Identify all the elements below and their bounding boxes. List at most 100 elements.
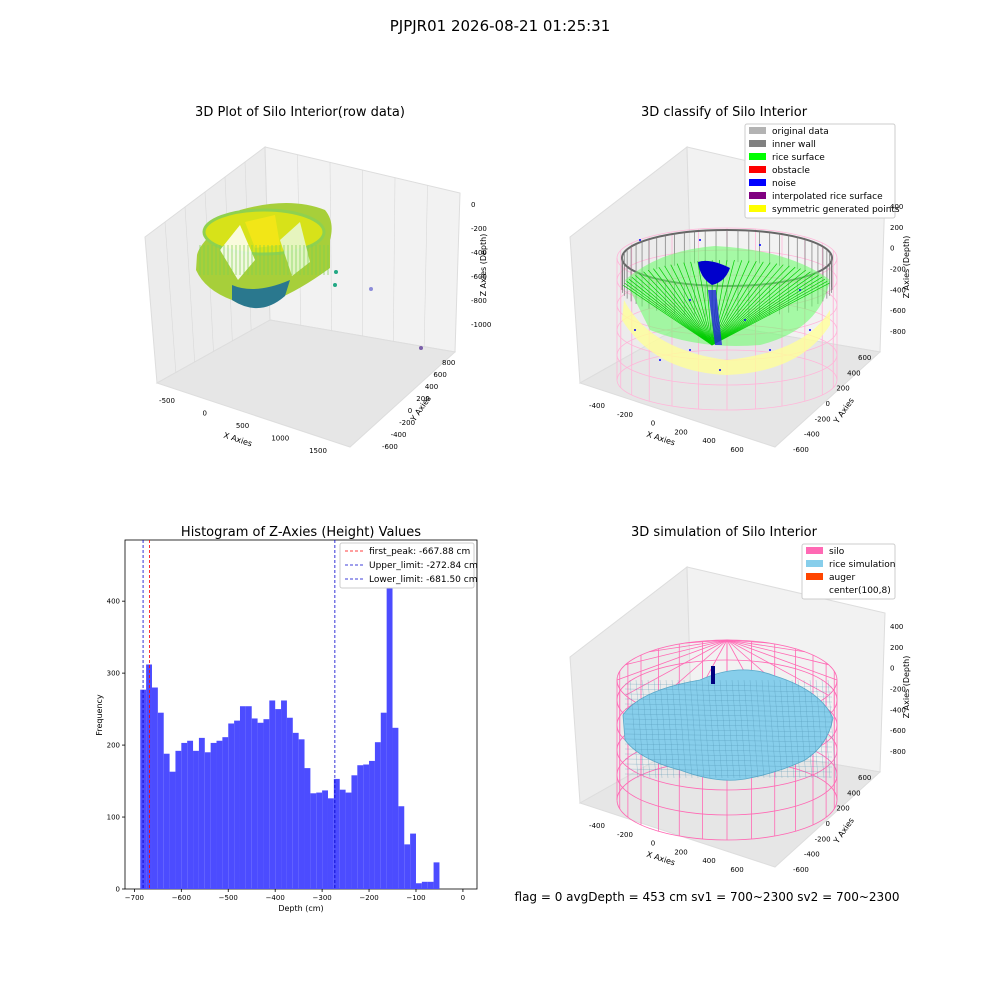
histogram-bar: [398, 806, 405, 889]
sim-legend-label: silo: [829, 547, 845, 557]
histogram-title: Histogram of Z-Axies (Height) Values: [181, 525, 421, 540]
histogram-x-tick: −500: [219, 894, 238, 902]
histogram-bar: [210, 742, 217, 889]
histogram-legend-label: Lower_limit: -681.50 cm: [369, 575, 477, 585]
histogram-bar: [257, 722, 264, 889]
raw-y-tick: 600: [433, 371, 446, 379]
histogram-bar: [345, 792, 352, 889]
raw-y-tick: 400: [425, 383, 438, 391]
cls-y-tick: -200: [815, 415, 831, 423]
panel-simulation: 3D simulation of Silo Interior silo rice …: [569, 525, 911, 874]
histogram-bar: [357, 765, 364, 889]
cls-y-tick: -600: [793, 446, 809, 454]
classify-legend-swatch: [749, 153, 766, 160]
raw-y-tick: 0: [408, 407, 412, 415]
histogram-bar: [427, 881, 434, 889]
sim-z-tick: -800: [890, 748, 906, 756]
histogram-bar: [304, 768, 311, 889]
sim-z-label: Z Axies (Depth): [902, 656, 911, 719]
histogram-x-tick: −600: [172, 894, 191, 902]
histogram-x-tick: 0: [461, 894, 465, 902]
histogram-bar: [392, 727, 399, 889]
histogram-bar: [216, 740, 223, 889]
histogram-bar: [322, 790, 328, 889]
sim-legend-label: auger: [829, 573, 855, 583]
panel-histogram: Histogram of Z-Axies (Height) Values −70…: [95, 525, 478, 913]
histogram-x-tick: −700: [125, 894, 144, 902]
raw-z-tick: -1000: [471, 321, 491, 329]
histogram-x-tick: −200: [359, 894, 378, 902]
histogram-bar: [386, 550, 393, 889]
raw-x-tick: 1500: [309, 447, 327, 455]
sim-x-tick: 400: [702, 857, 715, 865]
figure-suptitle: PJPJR01 2026-08-21 01:25:31: [390, 17, 611, 35]
cls-y-tick: 0: [826, 400, 830, 408]
cls-y-tick: 400: [847, 369, 860, 377]
histogram-legend: first_peak: -667.88 cm Upper_limit: -272.…: [339, 542, 478, 589]
histogram-x-tick: −100: [406, 894, 425, 902]
histogram-bar: [363, 764, 370, 889]
histogram-bar: [333, 778, 340, 889]
sim-z-tick: -600: [890, 727, 906, 735]
sim-legend-swatch: [806, 586, 823, 593]
sim-z-tick: -400: [890, 706, 906, 714]
classify-legend-swatch: [749, 192, 766, 199]
histogram-bar: [204, 752, 211, 889]
sim-legend-swatch: [806, 547, 823, 554]
classify-legend: original data inner wall rice surface obsta…: [744, 123, 900, 219]
histogram-bar: [263, 719, 270, 889]
sim-y-ticks: 600 400 200 0 -200 -400 -600: [793, 774, 871, 874]
histogram-bar: [369, 760, 375, 889]
histogram-x-label: Depth (cm): [278, 904, 323, 913]
cls-y-tick: -400: [804, 431, 820, 439]
sim-y-label: Y Axies: [831, 816, 856, 846]
sim-y-tick: 400: [847, 789, 860, 797]
raw-y-tick: -200: [399, 419, 415, 427]
sim-x-ticks: -400 -200 0 200 400 600: [589, 822, 744, 874]
raw-z-tick: 0: [471, 201, 475, 209]
cls-z-tick: -200: [890, 266, 906, 274]
histogram-bar: [275, 709, 282, 889]
histogram-bar: [380, 712, 387, 889]
classify-y-ticks: 600 400 200 0 -200 -400 -600: [793, 354, 871, 454]
cls-y-tick: 200: [836, 385, 849, 393]
classify-legend-swatch: [749, 205, 766, 212]
cls-z-tick: 0: [890, 245, 894, 253]
histogram-bar: [310, 793, 317, 889]
raw-x-label: X Axies: [222, 431, 253, 449]
sim-legend-swatch: [806, 573, 823, 580]
raw-x-tick: -500: [159, 397, 175, 405]
classify-x-ticks: -400 -200 0 200 400 600: [589, 402, 744, 454]
histogram-bar: [433, 862, 440, 889]
histogram-bar: [251, 718, 258, 889]
histogram-bar: [404, 844, 411, 889]
histogram-y-tick: 300: [107, 670, 120, 678]
histogram-y-ticks: 0 100 200 300 400: [107, 598, 125, 894]
histogram-bar: [292, 732, 299, 889]
sim-x-tick: -400: [589, 822, 605, 830]
classify-legend-label: rice surface: [772, 153, 825, 163]
sim-surface: [616, 639, 838, 841]
cls-x-tick: 400: [702, 437, 715, 445]
histogram-x-tick: −300: [313, 894, 332, 902]
classify-x-label: X Axies: [645, 430, 676, 448]
histogram-bar: [193, 750, 199, 889]
histogram-bar: [187, 740, 194, 889]
histogram-y-label: Frequency: [95, 694, 104, 736]
sim-x-tick: 600: [730, 866, 743, 874]
cls-z-tick: 400: [890, 203, 903, 211]
raw-z-ticks: 0 -200 -400 -600 -800 -1000: [471, 201, 491, 329]
histogram-legend-label: first_peak: -667.88 cm: [369, 547, 470, 557]
histogram-bar: [175, 750, 182, 889]
classify-legend-swatch: [749, 127, 766, 134]
sim-x-label: X Axies: [645, 850, 676, 868]
sim-y-tick: 600: [858, 774, 871, 782]
panel-classify: 3D classify of Silo Interior original da…: [569, 105, 911, 454]
histogram-bar: [298, 739, 305, 889]
classify-legend-label: obstacle: [772, 166, 810, 176]
histogram-y-tick: 200: [107, 742, 120, 750]
sim-legend-label: center(100,8): [829, 586, 891, 596]
sim-legend: silo rice simulation auger center(100,8): [801, 543, 896, 600]
histogram-bar: [234, 720, 240, 889]
histogram-bar: [421, 881, 428, 889]
